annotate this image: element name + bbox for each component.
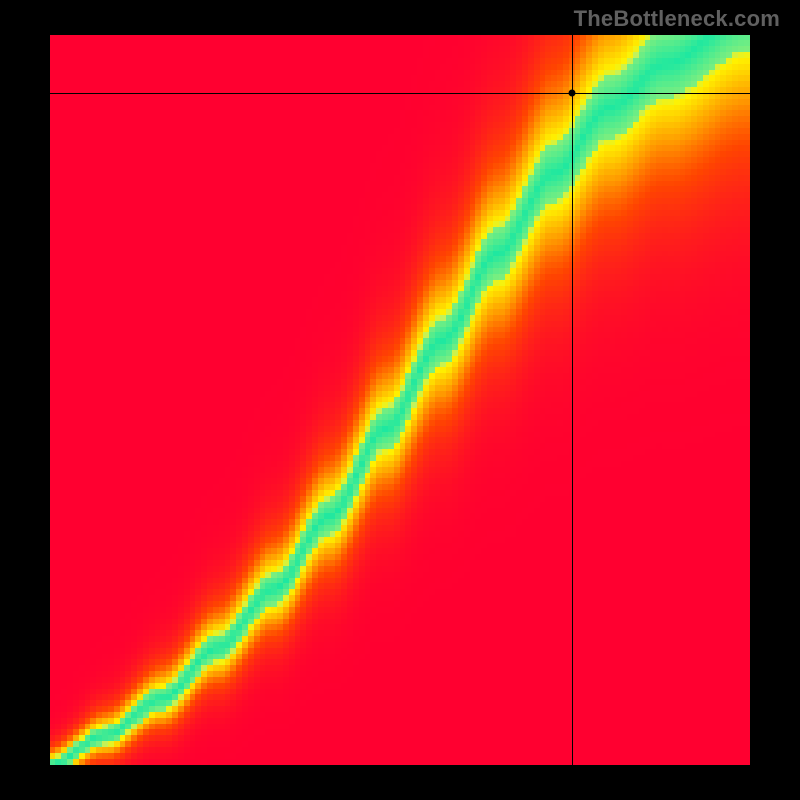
crosshair-vertical [572, 35, 573, 765]
crosshair-dot [568, 90, 575, 97]
plot-area [50, 35, 750, 765]
root-container: TheBottleneck.com [0, 0, 800, 800]
crosshair-horizontal [50, 93, 750, 94]
heatmap-canvas [50, 35, 750, 765]
watermark-text: TheBottleneck.com [574, 6, 780, 32]
